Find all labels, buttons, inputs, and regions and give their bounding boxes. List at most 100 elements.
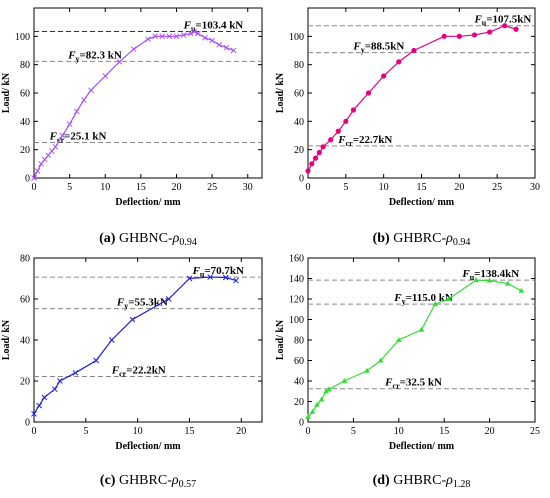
data-point-1-17: [152, 33, 158, 40]
marker-stroke: [102, 73, 109, 79]
ref-symbol: F: [49, 130, 58, 142]
series-line-2: [307, 25, 517, 172]
x-tick-label: 10: [379, 182, 389, 193]
ref-subscript: y: [76, 54, 80, 63]
ref-symbol: F: [473, 14, 482, 26]
marker-stroke: [52, 143, 59, 150]
ref-subscript: u: [191, 25, 196, 34]
x-axis-label: Deflection/ mm: [115, 197, 181, 208]
data-point-3-11: [186, 275, 193, 282]
data-point-2-17: [487, 29, 493, 35]
marker-stroke: [222, 274, 229, 281]
caption-name: GHBRC-: [390, 231, 447, 246]
x-tick-label: 5: [343, 182, 348, 193]
data-point-1-13: [102, 73, 109, 79]
data-point-4-9: [377, 357, 384, 363]
y-tick-label: 120: [289, 295, 304, 306]
chart-panel-4: 0 5 10 15 20 25 0 20 40 60 80 100 120 140 160 Deflectio…: [275, 254, 540, 491]
marker-stroke: [51, 386, 58, 393]
data-point-4-5: [323, 388, 329, 394]
marker-stroke: [191, 28, 198, 35]
x-tick-label: 0: [306, 182, 311, 193]
data-point-2-19: [513, 26, 519, 32]
data-point-4-7: [341, 378, 348, 383]
caption-subscript: 0.94: [179, 237, 197, 248]
marker-stroke: [72, 369, 79, 376]
marker-stroke: [31, 175, 37, 181]
plot-frame: [307, 7, 536, 179]
ref-value: =107.5kN: [486, 14, 531, 26]
data-point-2-11: [381, 73, 387, 79]
y-axis-label: Load/ kN: [1, 319, 12, 360]
x-tick-label: 25: [492, 182, 502, 193]
reference-label-y: Fy=115.0 kN: [393, 292, 453, 306]
data-point-1-15: [130, 46, 137, 52]
reference-label-cr: Fcr=32.5 kN: [384, 377, 442, 391]
marker-stroke: [187, 30, 194, 37]
data-point-4-8: [364, 367, 370, 373]
marker-stroke: [173, 33, 180, 40]
ref-symbol: F: [393, 292, 402, 304]
caption-rho: ρ: [445, 473, 453, 488]
data-point-1-1: [31, 175, 37, 181]
marker-stroke: [59, 132, 66, 139]
y-tick-label: 40: [20, 336, 30, 347]
data-point-1-19: [166, 33, 173, 40]
caption-name: GHBRC-: [390, 473, 447, 488]
ref-subscript: y: [124, 302, 128, 311]
marker-stroke: [159, 33, 166, 40]
y-tick-label: 60: [20, 89, 30, 100]
ref-value: =70.7kN: [204, 265, 244, 277]
ref-subscript: cr: [57, 135, 65, 144]
reference-label-y: Fy=82.3 kN: [67, 49, 122, 63]
data-point-4-1: [305, 413, 311, 419]
data-point-1-21: [180, 32, 187, 38]
ref-value: =88.5kN: [365, 41, 405, 53]
caption-name: GHBNC-: [115, 231, 173, 246]
y-tick-label: 100: [289, 32, 304, 43]
data-point-1-27: [216, 41, 223, 48]
caption-letter: (a): [99, 231, 116, 246]
x-tick-label: 0: [32, 182, 37, 193]
chart-panel-3: 0 5 10 15 20 0 20 40 60 80 Deflection/ mm Load/ kN F…: [1, 254, 263, 490]
x-tick-label: 10: [100, 182, 110, 193]
data-point-2-2: [309, 161, 315, 167]
marker-stroke: [36, 402, 43, 409]
data-point-3-10: [165, 296, 172, 302]
y-tick-label: 100: [289, 315, 304, 326]
plot-frame: [33, 7, 263, 179]
ref-value: =103.4 kN: [195, 20, 243, 32]
y-tick-label: 0: [299, 174, 304, 185]
marker-stroke: [166, 33, 173, 40]
y-tick-label: 40: [294, 377, 304, 388]
y-tick-label: 20: [294, 397, 304, 408]
marker-stroke: [73, 108, 80, 115]
x-tick-label: 0: [32, 426, 37, 437]
data-point-1-7: [52, 143, 59, 150]
data-point-1-18: [159, 33, 166, 40]
x-tick-label: 15: [417, 182, 427, 193]
ref-value: =138.4kN: [474, 268, 519, 280]
plot-frame: [33, 257, 263, 423]
x-tick-label: 20: [236, 426, 246, 437]
y-tick-label: 0: [299, 418, 304, 429]
data-point-3-3: [41, 394, 48, 401]
ref-subscript: u: [470, 273, 475, 282]
y-tick-label: 40: [294, 117, 304, 128]
x-tick-label: 10: [394, 426, 404, 437]
marker-stroke: [216, 41, 223, 48]
data-point-1-24: [195, 30, 201, 37]
chart-panel-1: 0 5 10 15 20 25 30 0 20 40 60 80 100 Deflection/ mm Lo…: [1, 7, 263, 248]
marker-stroke: [130, 46, 137, 52]
data-point-2-9: [350, 107, 356, 113]
data-point-4-11: [418, 326, 425, 332]
y-tick-label: 80: [294, 60, 304, 71]
panel-caption-1: (a) GHBNC-ρ0.94: [99, 231, 197, 248]
ref-symbol: F: [337, 134, 346, 146]
reference-label-u: Fu=70.7kN: [192, 265, 244, 279]
data-point-4-14: [473, 277, 479, 283]
data-point-2-7: [335, 128, 341, 134]
marker-stroke: [180, 32, 187, 38]
data-point-2-14: [441, 33, 447, 39]
marker-stroke: [108, 337, 115, 343]
